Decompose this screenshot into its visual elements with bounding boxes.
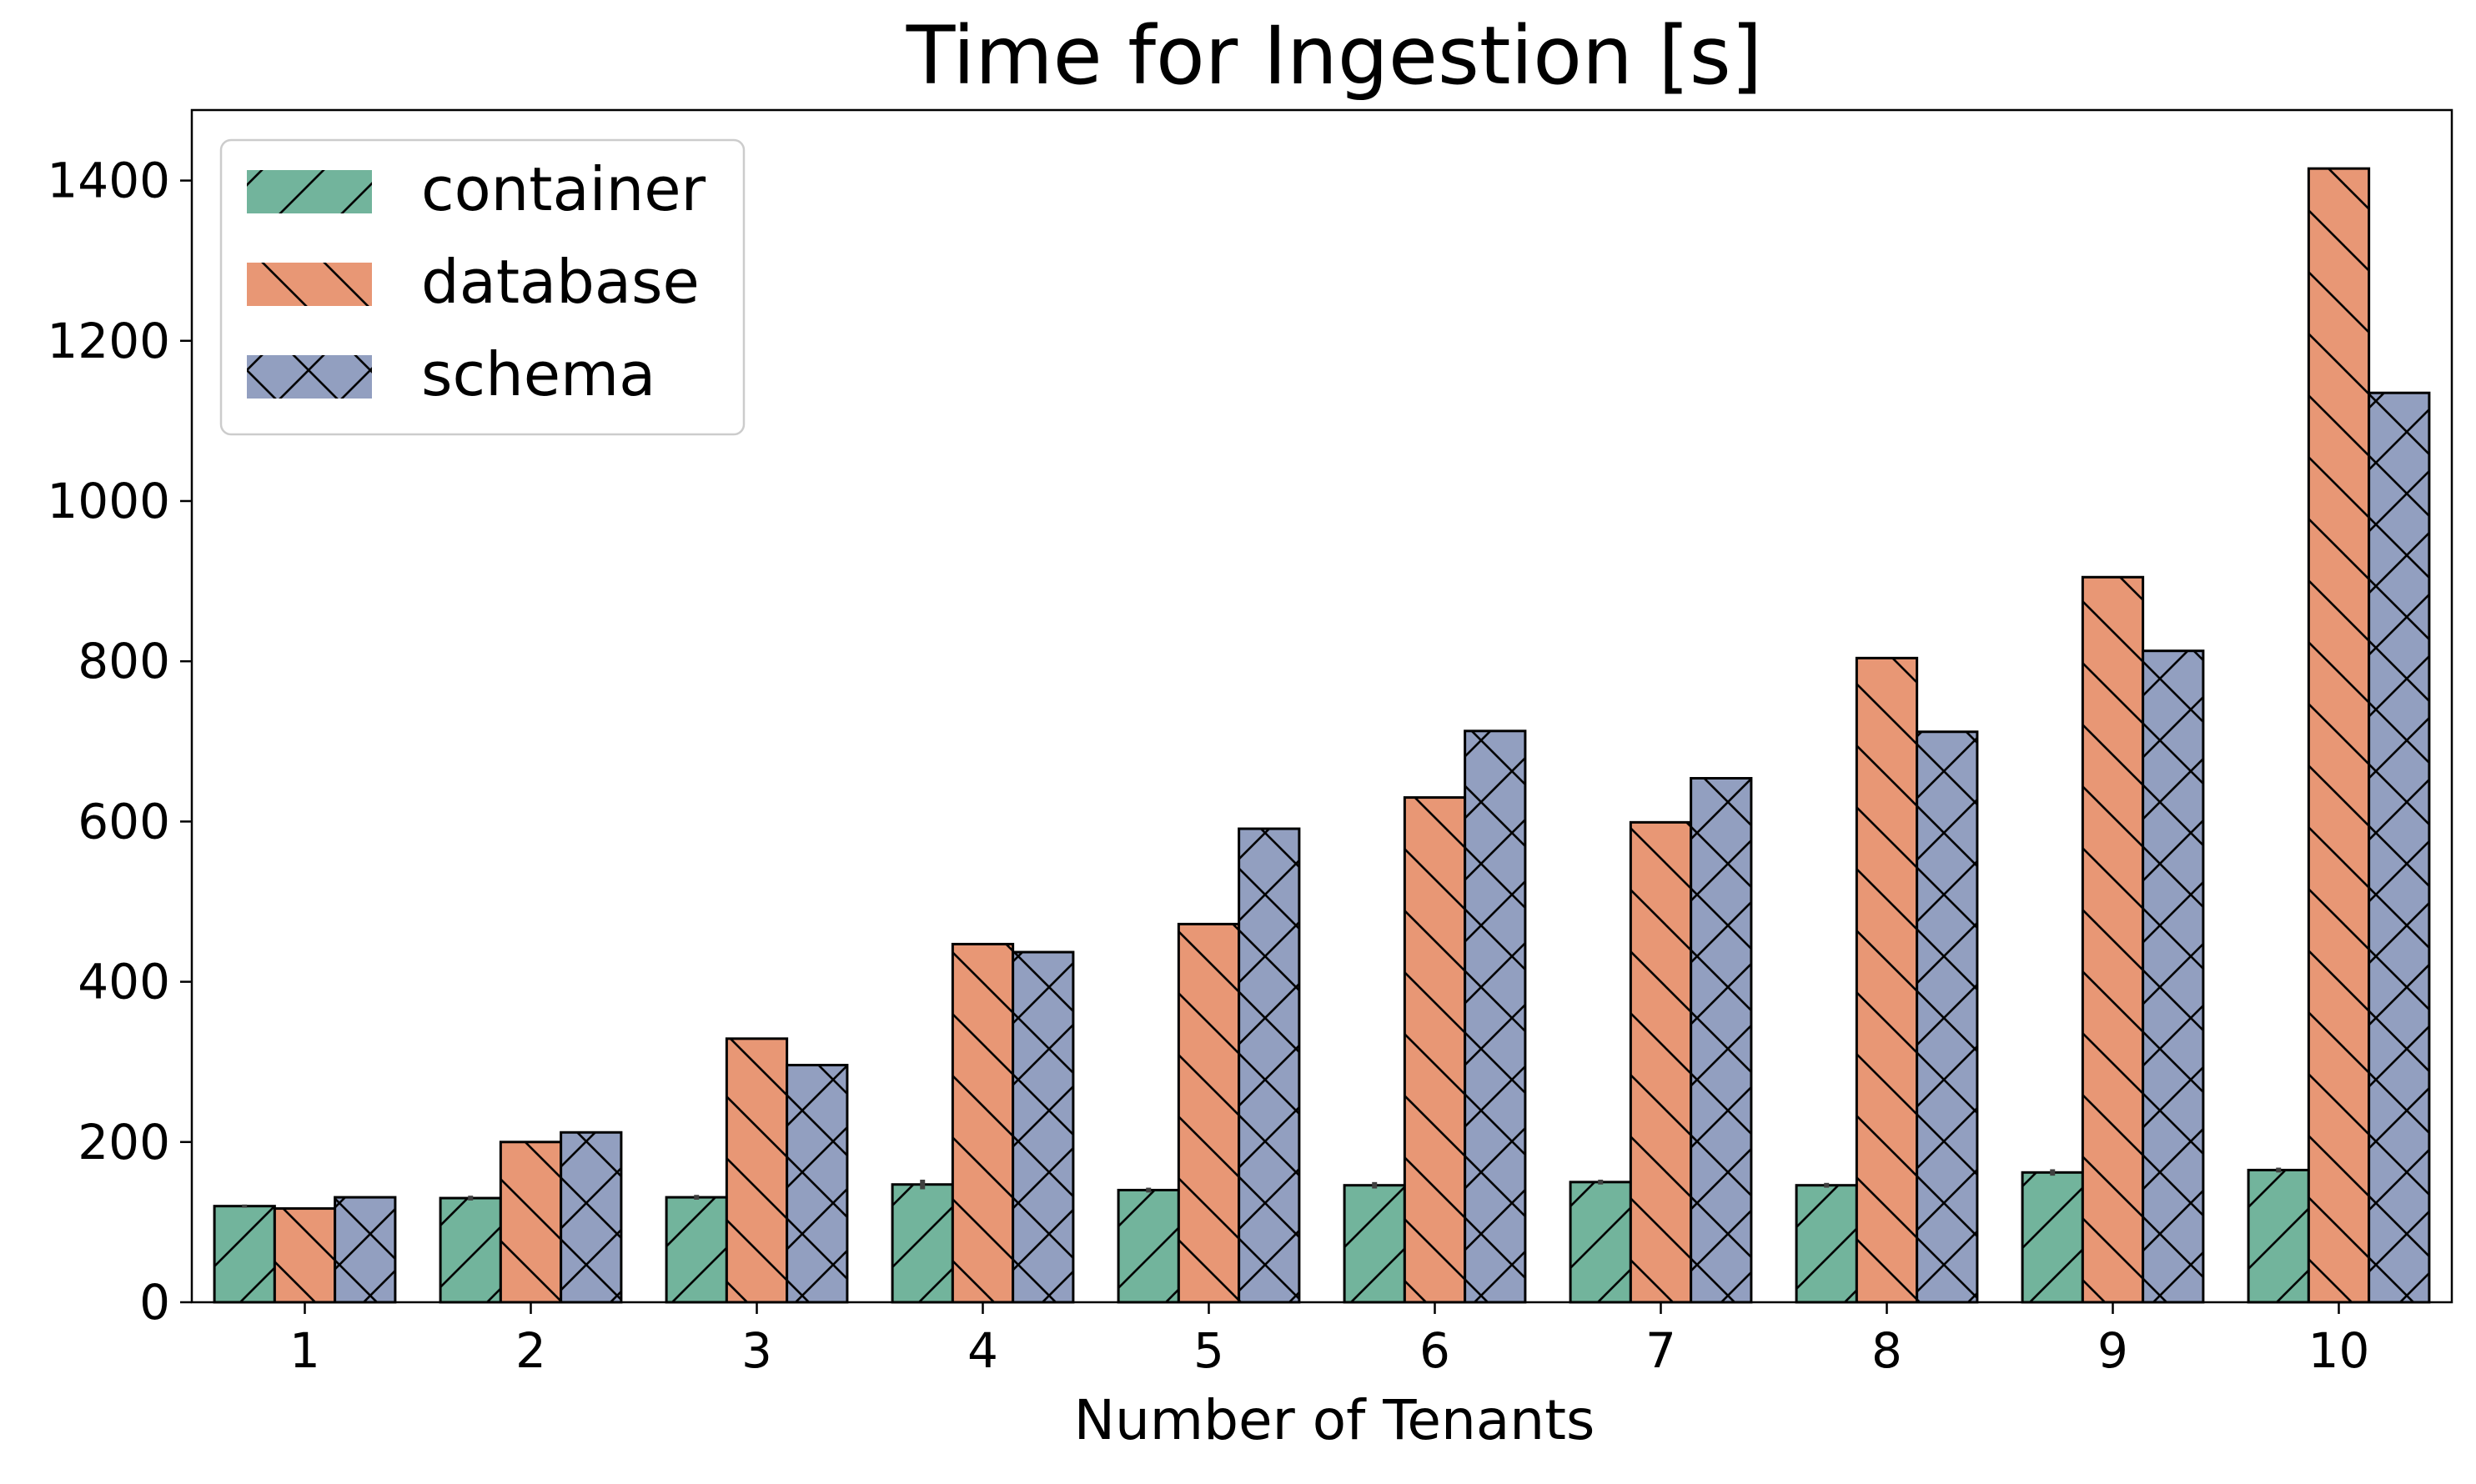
bar-database-2 [499, 1141, 563, 1304]
bar-database-3 [725, 1037, 789, 1304]
y-tick-label: 1400 [47, 153, 170, 209]
x-tick-label: 1 [289, 1322, 320, 1379]
legend-swatch-database [247, 263, 372, 306]
x-tick-label: 5 [1193, 1322, 1224, 1379]
x-tick-label: 7 [1645, 1322, 1676, 1379]
bar-container-10 [2247, 1168, 2310, 1304]
bar-database-10 [2307, 167, 2371, 1304]
legend-label-container: container [421, 154, 706, 224]
y-tick-label: 600 [78, 793, 170, 850]
bar-container-6 [1343, 1184, 1406, 1304]
bar-schema-4 [1012, 950, 1075, 1304]
x-tick-label: 4 [967, 1322, 998, 1379]
y-tick-label: 1200 [47, 313, 170, 369]
legend-swatch-container [247, 170, 372, 213]
bar-container-7 [1569, 1181, 1632, 1304]
bar-database-7 [1629, 820, 1693, 1304]
bar-container-2 [439, 1196, 502, 1304]
bar-schema-9 [2142, 649, 2205, 1304]
y-tick-label: 1000 [47, 473, 170, 529]
bar-schema-7 [1690, 776, 1753, 1304]
legend-swatch-schema [247, 355, 372, 399]
bar-database-4 [951, 942, 1015, 1304]
bar-schema-1 [334, 1196, 397, 1304]
bar-container-9 [2021, 1171, 2084, 1304]
x-tick-label: 9 [2097, 1322, 2128, 1379]
plot-area [190, 108, 2453, 1304]
legend: container database schema [219, 138, 746, 436]
bar-schema-8 [1916, 730, 1979, 1304]
bar-database-6 [1403, 796, 1467, 1304]
x-tick-label: 6 [1419, 1322, 1450, 1379]
bar-container-4 [891, 1183, 954, 1304]
bar-container-1 [213, 1205, 276, 1304]
x-tick-label: 10 [2308, 1322, 2370, 1379]
x-axis-label: Number of Tenants [1074, 1388, 1595, 1452]
bar-schema-10 [2368, 391, 2431, 1304]
legend-label-database: database [421, 247, 700, 317]
y-tick-label: 0 [139, 1274, 170, 1331]
bar-container-8 [1795, 1184, 1858, 1304]
bar-schema-2 [560, 1131, 623, 1304]
x-tick-label: 8 [1871, 1322, 1902, 1379]
bar-schema-6 [1464, 729, 1527, 1304]
bar-schema-5 [1238, 827, 1301, 1304]
bar-database-5 [1177, 922, 1241, 1304]
bar-container-5 [1117, 1188, 1180, 1304]
y-tick-label: 400 [78, 954, 170, 1010]
chart-title: Time for Ingestion [s] [906, 9, 1762, 103]
y-tick-label: 200 [78, 1114, 170, 1171]
bar-database-8 [1855, 656, 1919, 1304]
x-tick-label: 2 [515, 1322, 546, 1379]
legend-label-schema: schema [421, 339, 655, 409]
bar-container-3 [665, 1196, 728, 1304]
bar-schema-3 [786, 1064, 849, 1304]
y-axis-ticks: 0 200 400 600 800 1000 1200 1400 [47, 153, 192, 1331]
y-tick-label: 800 [78, 633, 170, 689]
x-tick-label: 3 [741, 1322, 772, 1379]
bar-database-1 [273, 1207, 337, 1304]
axes-frame [190, 108, 2453, 1304]
x-axis-ticks: 1 2 3 4 5 6 7 8 9 10 [289, 1302, 2369, 1379]
bar-database-9 [2081, 575, 2145, 1304]
